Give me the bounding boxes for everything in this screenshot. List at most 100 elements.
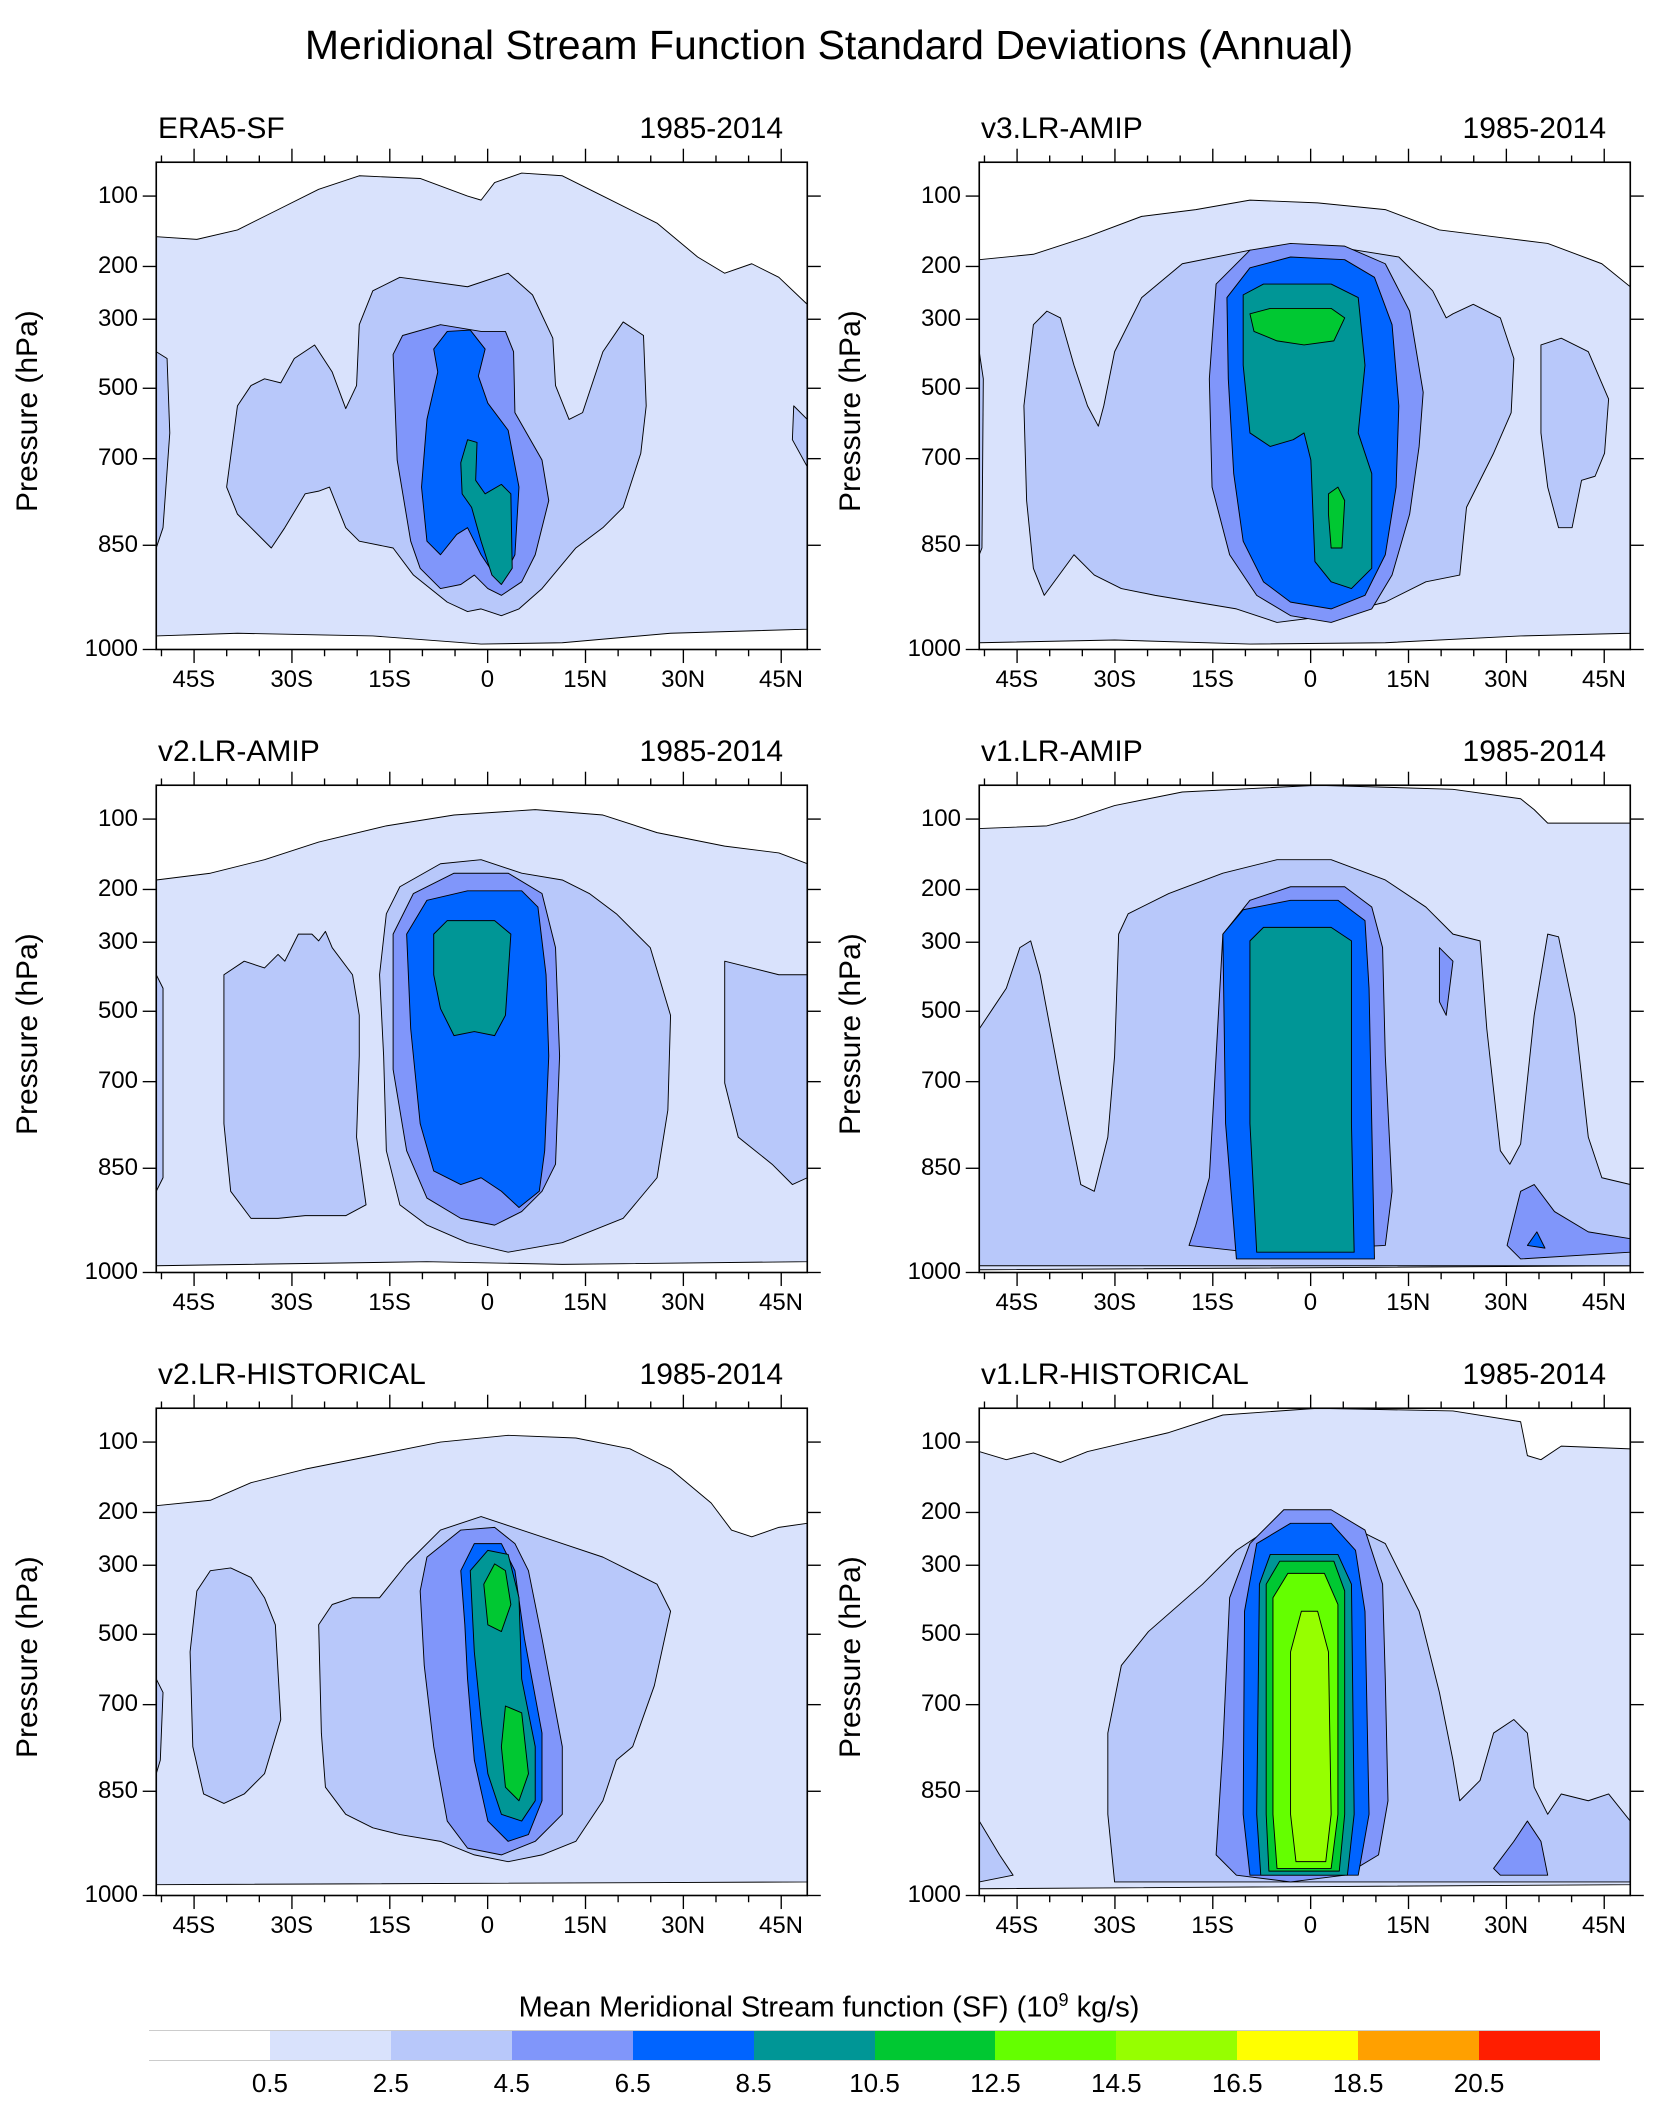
contour-level-2 (978, 351, 984, 555)
panel-title: ERA5-SF (158, 112, 285, 145)
y-axis-label: Pressure (hPa) (11, 310, 44, 512)
contour-level-6 (1327, 486, 1345, 549)
x-tick-label: 15N (563, 1288, 608, 1316)
x-tick-label: 30N (1484, 1911, 1529, 1939)
colorbar-label: 2.5 (372, 2068, 409, 2098)
contour-level-2 (1540, 337, 1609, 528)
y-tick-label: 300 (920, 928, 961, 955)
x-tick-label: 45N (758, 1911, 803, 1939)
contour-fills (978, 199, 1631, 645)
x-tick-label: 30S (1093, 1288, 1137, 1316)
y-axis-label: Pressure (hPa) (11, 1556, 44, 1758)
y-tick-label: 850 (920, 1154, 961, 1182)
y-tick-label: 850 (920, 531, 961, 559)
y-tick-label: 850 (97, 531, 138, 559)
x-tick-label: 30S (270, 1288, 314, 1316)
contour-fills (978, 1407, 1631, 1889)
contour-level-5 (432, 919, 512, 1036)
x-tick-label: 15S (1191, 665, 1234, 693)
y-tick-label: 100 (920, 1427, 961, 1455)
contour-plot (142, 1394, 821, 1909)
y-tick-label: 100 (97, 804, 138, 832)
contour-level-2 (155, 1678, 164, 1774)
colorbar-swatch (874, 2030, 996, 2060)
contour-level-2 (223, 930, 367, 1219)
x-tick-label: 45S (995, 1911, 1039, 1939)
x-tick-label: 0 (480, 1288, 495, 1316)
y-tick-label: 700 (97, 444, 138, 472)
panel-title: v1.LR-AMIP (981, 735, 1143, 768)
contour-level-2 (189, 1567, 281, 1804)
contour-level-2 (978, 1820, 1014, 1883)
x-tick-label: 45N (758, 1288, 803, 1316)
contour-level-6 (483, 1563, 512, 1632)
y-tick-label: 200 (97, 875, 138, 903)
colorbar-swatch (1358, 2030, 1480, 2060)
contour-level-3 (1438, 946, 1454, 1016)
colorbar-title-text: Mean Meridional Stream function (SF) (10 (518, 1991, 1059, 2024)
colorbar-title-exponent: 9 (1058, 1990, 1069, 2010)
y-tick-label: 500 (920, 1620, 961, 1648)
contour-level-2 (155, 351, 171, 549)
colorbar-swatch (511, 2030, 634, 2060)
colorbar-label: 6.5 (614, 2068, 651, 2098)
colorbar-swatch (149, 2030, 271, 2060)
contour-level-2 (723, 960, 808, 1185)
x-tick-label: 30N (661, 665, 706, 693)
x-tick-label: 45N (758, 665, 803, 693)
contour-level-4 (1526, 1231, 1546, 1249)
y-tick-label: 700 (920, 1067, 961, 1095)
y-tick-label: 200 (920, 252, 961, 280)
x-tick-label: 15N (1386, 1911, 1431, 1939)
colorbar-swatch (1479, 2030, 1601, 2060)
contour-fills (155, 808, 808, 1266)
panel-period: 1985-2014 (1462, 1358, 1606, 1391)
y-tick-label: 850 (97, 1154, 138, 1182)
x-tick-label: 0 (1303, 1288, 1318, 1316)
panel-period: 1985-2014 (1462, 112, 1606, 145)
y-tick-label: 100 (920, 181, 961, 209)
y-tick-label: 200 (97, 1498, 138, 1526)
x-tick-label: 30S (270, 665, 314, 693)
y-tick-label: 1000 (84, 635, 138, 663)
colorbar-label: 8.5 (735, 2068, 772, 2098)
colorbar-frame (149, 2030, 1600, 2061)
y-tick-label: 300 (920, 305, 961, 332)
contour-level-6 (1249, 307, 1345, 346)
x-tick-label: 0 (480, 665, 495, 693)
y-axis-label: Pressure (hPa) (11, 933, 44, 1135)
colorbar-label: 10.5 (849, 2068, 900, 2098)
x-tick-label: 45N (1581, 1288, 1626, 1316)
y-tick-label: 200 (920, 875, 961, 903)
contour-plot (965, 771, 1644, 1286)
y-tick-label: 1000 (84, 1258, 138, 1286)
colorbar-swatch (390, 2030, 513, 2060)
x-tick-label: 30N (1484, 1288, 1529, 1316)
y-tick-label: 850 (97, 1777, 138, 1805)
y-tick-label: 300 (97, 928, 138, 955)
colorbar-label: 20.5 (1453, 2068, 1505, 2098)
y-tick-label: 1000 (907, 1881, 961, 1909)
colorbar-label: 12.5 (970, 2068, 1021, 2098)
panel-title: v1.LR-HISTORICAL (981, 1358, 1249, 1391)
x-tick-label: 45N (1581, 665, 1626, 693)
colorbar-label: 18.5 (1332, 2068, 1384, 2098)
x-tick-label: 15N (1386, 1288, 1431, 1316)
plot-frame (155, 784, 808, 1274)
plot-frame (155, 1407, 808, 1897)
y-tick-label: 100 (920, 804, 961, 832)
x-tick-label: 0 (480, 1911, 495, 1939)
x-tick-label: 45S (172, 665, 216, 693)
panel-period: 1985-2014 (639, 735, 783, 768)
x-tick-label: 0 (1303, 1911, 1318, 1939)
panel-period: 1985-2014 (639, 1358, 783, 1391)
contour-level-6 (500, 1705, 529, 1801)
y-tick-label: 300 (920, 1551, 961, 1578)
y-tick-label: 100 (97, 181, 138, 209)
x-tick-label: 30S (270, 1911, 314, 1939)
chart-title: Meridional Stream Function Standard Devi… (304, 22, 1354, 68)
y-axis-label: Pressure (hPa) (834, 310, 867, 512)
colorbar-label: 14.5 (1091, 2068, 1142, 2098)
contour-plot (142, 771, 821, 1286)
y-tick-label: 300 (97, 305, 138, 332)
